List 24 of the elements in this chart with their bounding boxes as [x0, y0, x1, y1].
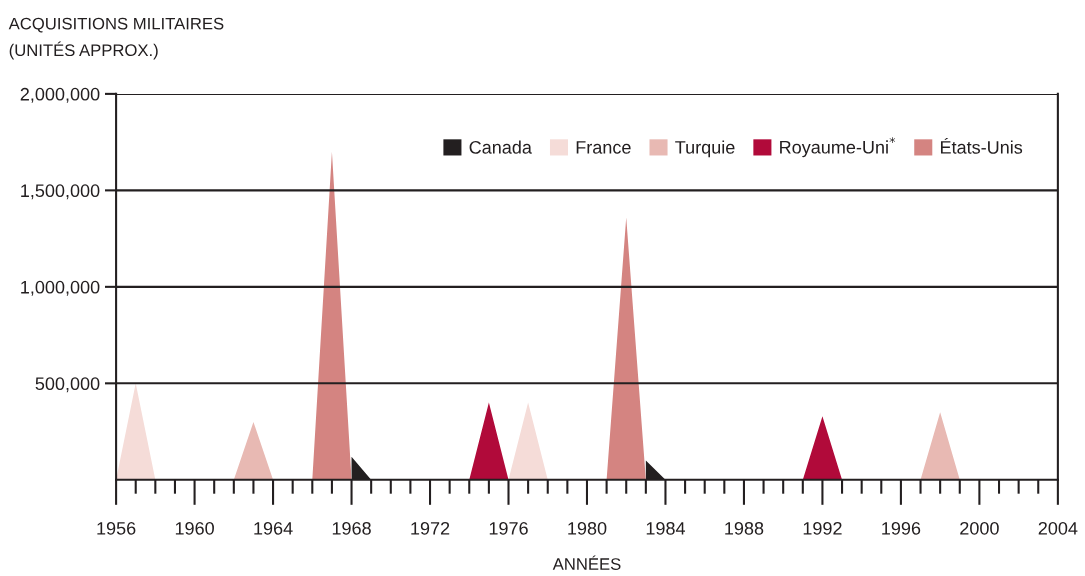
x-tick-label: 1956	[97, 521, 136, 535]
y-tick-label: 2,000,000	[20, 87, 100, 103]
y-axis-title: ACQUISITIONS MILITAIRES (UNITÉS APPROX.)	[8, 17, 224, 60]
x-tick-label: 1968	[332, 521, 371, 535]
x-tick-label: 1992	[803, 521, 842, 535]
x-tick-label: 2004	[1038, 521, 1078, 535]
x-tick-label: 1964	[254, 521, 293, 535]
x-tick-label: 1976	[489, 521, 528, 535]
x-tick-label: 1980	[568, 521, 607, 535]
legend-label: France	[576, 141, 631, 154]
y-tick-label: 500,000	[35, 377, 100, 393]
legend-label: États-Unis	[940, 137, 1023, 154]
x-tick-label: 1996	[882, 521, 921, 535]
legend-label: Royaume-Uni$^{*}$	[780, 137, 896, 158]
x-tick-label: 1960	[175, 521, 214, 535]
x-tick-label: 1984	[646, 521, 686, 535]
x-tick-label: 2000	[960, 521, 999, 535]
x-tick-label: 1988	[725, 521, 764, 535]
legend-label: Turquie	[675, 140, 735, 158]
y-tick-label: 1,500,000	[21, 184, 100, 200]
y-tick-label: 1,000,000	[21, 280, 100, 296]
x-axis-title: ANNÉES	[552, 555, 621, 570]
legend-label: Canada	[469, 140, 532, 154]
x-tick-label: 1972	[411, 521, 450, 535]
